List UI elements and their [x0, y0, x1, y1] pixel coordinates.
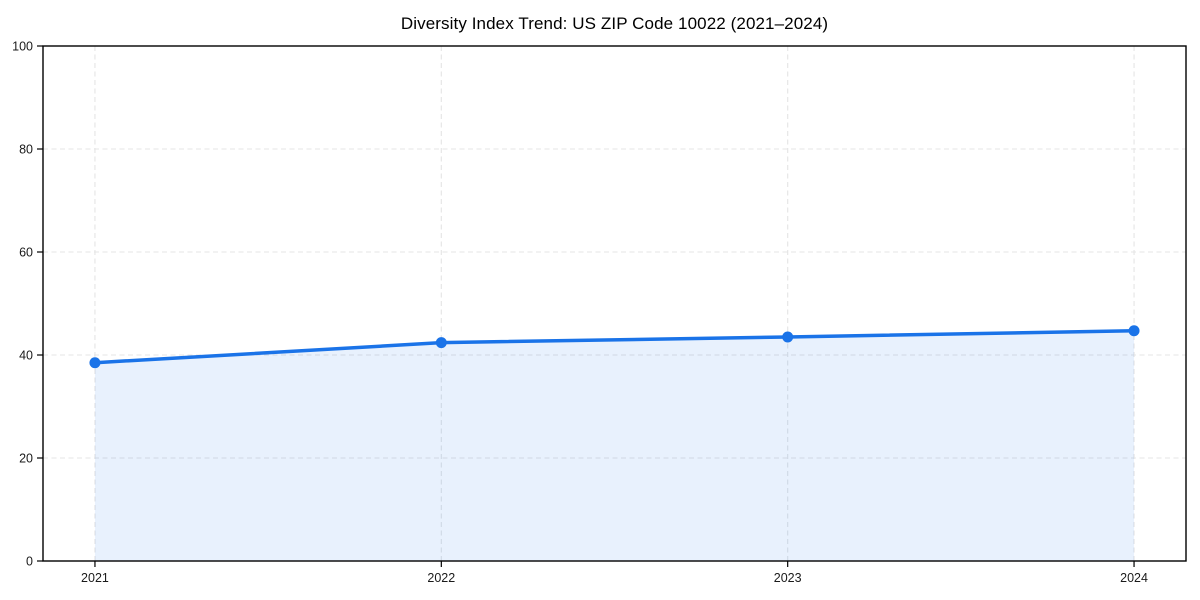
y-tick-label: 0 — [26, 555, 33, 569]
trend-line — [93, 329, 1136, 365]
area-fill — [94, 330, 1135, 561]
plot-border — [42, 45, 1187, 562]
y-tick-label: 80 — [19, 143, 33, 157]
y-tick-label: 100 — [12, 40, 33, 54]
y-tick-label: 20 — [19, 452, 33, 466]
data-point-marker — [1128, 325, 1140, 337]
data-point-marker — [435, 337, 447, 349]
x-tick-label: 2024 — [1120, 571, 1148, 585]
chart-title: Diversity Index Trend: US ZIP Code 10022… — [400, 14, 829, 33]
x-tick-label: 2021 — [81, 571, 109, 585]
data-point-marker — [89, 357, 101, 369]
data-point-marker — [782, 331, 794, 343]
y-tick-label: 40 — [19, 349, 33, 363]
x-tick-label: 2022 — [427, 571, 455, 585]
y-tick-label: 60 — [19, 246, 33, 260]
x-tick-label: 2023 — [774, 571, 802, 585]
